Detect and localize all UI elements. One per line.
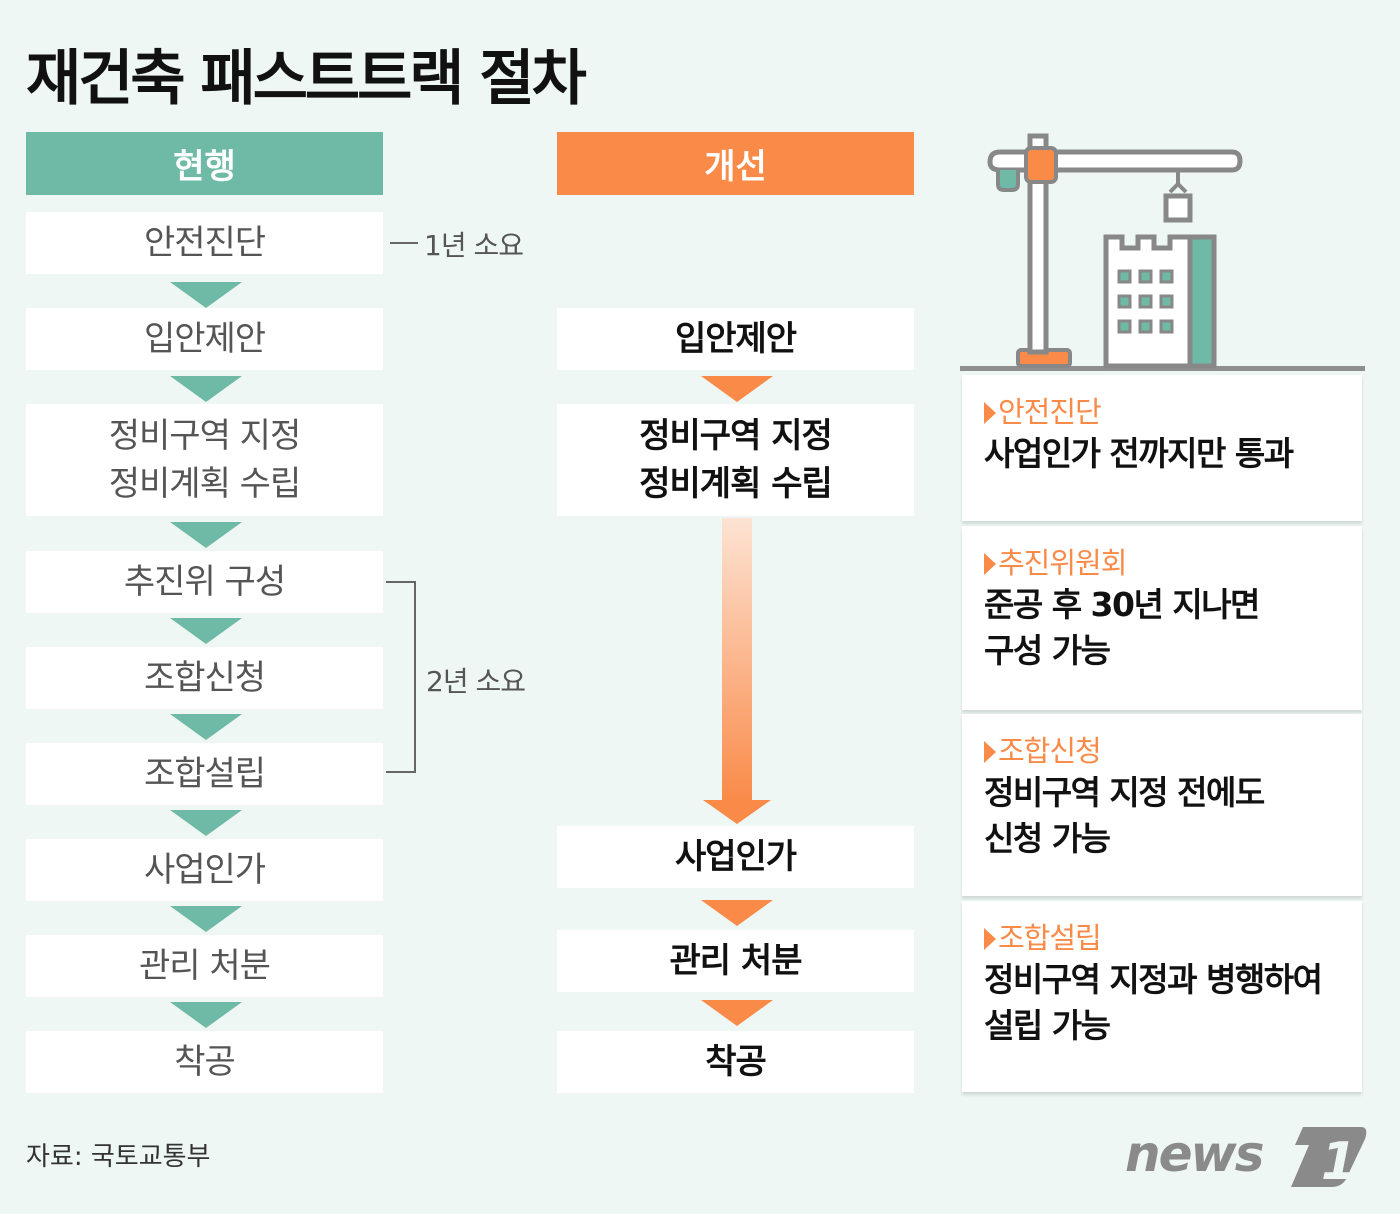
current-step-project-approval: 사업인가 — [26, 839, 383, 901]
down-arrow-icon — [703, 800, 771, 824]
current-step-union-application: 조합신청 — [26, 647, 383, 709]
down-arrow-icon — [170, 376, 242, 402]
current-step-proposal: 입안제안 — [26, 308, 383, 370]
down-arrow-icon — [701, 376, 773, 402]
source-text: 자료: 국토교통부 — [26, 1142, 211, 1172]
step-label: 조합설립 — [143, 754, 266, 794]
card-description: 정비구역 지정과 병행하여 설립 가능 — [984, 960, 1323, 1045]
triangle-right-icon — [984, 928, 996, 950]
down-arrow-icon — [170, 906, 242, 932]
current-step-safety-check: 안전진단 — [26, 212, 383, 274]
current-step-management-disposal: 관리 처분 — [26, 935, 383, 997]
improved-step-construction-start: 착공 — [557, 1031, 914, 1093]
step-label: 착공 — [174, 1042, 236, 1082]
current-step-zone-designation: 정비구역 지정 정비계획 수립 — [26, 404, 383, 516]
step-label: 조합신청 — [143, 658, 266, 698]
duration-bracket — [386, 581, 416, 773]
note-connector-line — [390, 242, 418, 244]
down-arrow-icon — [170, 618, 242, 644]
current-step-union-establishment: 조합설립 — [26, 743, 383, 805]
down-arrow-icon — [701, 1000, 773, 1026]
svg-text:1: 1 — [1321, 1132, 1357, 1192]
card-title: 조합신청 — [984, 728, 1102, 770]
down-arrow-icon — [701, 900, 773, 926]
improved-step-proposal: 입안제안 — [557, 308, 914, 370]
duration-note-two-years: 2년 소요 — [426, 665, 526, 698]
step-label: 입안제안 — [674, 319, 797, 359]
card-title: 추진위원회 — [984, 540, 1127, 582]
improved-step-management-disposal: 관리 처분 — [557, 930, 914, 992]
step-label: 정비구역 지정 — [108, 416, 301, 456]
triangle-right-icon — [984, 553, 996, 575]
step-label: 정비계획 수립 — [108, 464, 301, 504]
step-label: 입안제안 — [143, 319, 266, 359]
improved-step-zone-designation: 정비구역 지정 정비계획 수립 — [557, 404, 914, 516]
current-step-committee: 추진위 구성 — [26, 551, 383, 613]
down-arrow-icon — [170, 714, 242, 740]
step-label: 정비구역 지정 — [639, 416, 833, 456]
duration-note-one-year: 1년 소요 — [424, 229, 524, 262]
card-description: 정비구역 지정 전에도 신청 가능 — [984, 773, 1265, 858]
down-arrow-icon — [170, 522, 242, 548]
page-title: 재건축 패스트트랙 절차 — [26, 44, 587, 114]
step-label: 추진위 구성 — [123, 562, 286, 602]
step-label: 안전진단 — [143, 223, 266, 263]
info-card-union-establishment: 조합설립 정비구역 지정과 병행하여 설립 가능 — [962, 901, 1362, 1092]
step-label: 착공 — [705, 1042, 767, 1082]
step-label: 관리 처분 — [669, 941, 803, 981]
info-card-safety-check: 안전진단 사업인가 전까지만 통과 — [962, 375, 1362, 521]
card-description: 사업인가 전까지만 통과 — [984, 434, 1294, 473]
card-title: 안전진단 — [984, 389, 1102, 431]
step-label: 사업인가 — [674, 837, 797, 877]
down-arrow-icon — [170, 810, 242, 836]
improved-step-project-approval: 사업인가 — [557, 826, 914, 888]
card-title: 조합설립 — [984, 915, 1102, 957]
card-description: 준공 후 30년 지나면 구성 가능 — [984, 585, 1260, 670]
info-card-union-application: 조합신청 정비구역 지정 전에도 신청 가능 — [962, 714, 1362, 896]
triangle-right-icon — [984, 402, 996, 424]
column-header-improved: 개선 — [557, 132, 914, 195]
info-card-committee: 추진위원회 준공 후 30년 지나면 구성 가능 — [962, 526, 1362, 710]
down-arrow-icon — [170, 1002, 242, 1028]
step-label: 관리 처분 — [139, 946, 271, 986]
svg-text:news: news — [1125, 1125, 1263, 1183]
step-label: 사업인가 — [143, 850, 266, 890]
current-step-construction-start: 착공 — [26, 1031, 383, 1093]
triangle-right-icon — [984, 741, 996, 763]
column-header-current: 현행 — [26, 132, 383, 195]
news1-logo: news 1 — [1125, 1115, 1370, 1195]
down-arrow-icon — [170, 282, 242, 308]
step-label: 정비계획 수립 — [639, 464, 833, 504]
long-arrow-stem — [722, 518, 752, 802]
crane-building-icon — [960, 120, 1370, 375]
